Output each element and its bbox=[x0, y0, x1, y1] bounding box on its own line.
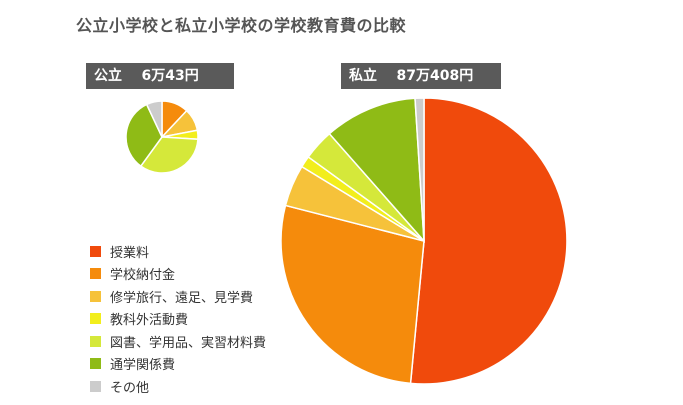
public-total: 6万43円 bbox=[141, 68, 199, 84]
legend-label: 図書、学用品、実習材料費 bbox=[110, 335, 267, 351]
legend-item: 修学旅行、遠足、見学費 bbox=[90, 285, 266, 308]
private-pie-slice bbox=[328, 97, 425, 244]
legend-swatch bbox=[90, 268, 101, 280]
legend: 授業料学校納付金修学旅行、遠足、見学費 教科外活動費図書、学用品、実習材料費 通学関… bbox=[90, 240, 266, 398]
legend-swatch bbox=[90, 380, 101, 392]
chart-title: 公立小学校と私立小学校の学校教育費の比較 bbox=[76, 16, 407, 35]
legend-swatch bbox=[90, 290, 101, 302]
legend-item: 教科外活動費 bbox=[90, 308, 266, 331]
legend-item: その他 bbox=[90, 375, 266, 398]
public-pie-slice bbox=[145, 100, 163, 138]
legend-label: 授業料 bbox=[110, 245, 150, 261]
private-pie bbox=[280, 97, 568, 385]
legend-label: 学校納付金 bbox=[110, 268, 176, 284]
legend-label: 修学旅行、遠足、見学費 bbox=[110, 290, 254, 306]
public-label: 公立 6万43円 bbox=[86, 63, 234, 89]
private-label: 私立 87万408円 bbox=[341, 63, 501, 89]
public-pie bbox=[125, 100, 199, 174]
public-label-name: 公立 bbox=[94, 68, 122, 84]
legend-item: 授業料 bbox=[90, 240, 266, 263]
legend-item: 学校納付金 bbox=[90, 263, 266, 286]
private-pie-slice bbox=[414, 97, 425, 242]
legend-swatch bbox=[90, 245, 101, 257]
private-pie-slice bbox=[409, 97, 568, 385]
legend-swatch bbox=[90, 313, 101, 325]
legend-label: 教科外活動費 bbox=[110, 313, 189, 329]
public-pie-slice bbox=[125, 103, 163, 168]
legend-label: その他 bbox=[110, 380, 150, 396]
legend-item: 図書、学用品、実習材料費 bbox=[90, 330, 266, 353]
legend-label: 通学関係費 bbox=[110, 358, 176, 374]
legend-swatch bbox=[90, 358, 101, 370]
public-pie-slice bbox=[139, 136, 199, 174]
private-total: 87万408円 bbox=[396, 68, 474, 84]
legend-item: 通学関係費 bbox=[90, 353, 266, 376]
private-pie-slice bbox=[280, 204, 425, 385]
legend-swatch bbox=[90, 335, 101, 347]
private-label-name: 私立 bbox=[349, 68, 377, 84]
